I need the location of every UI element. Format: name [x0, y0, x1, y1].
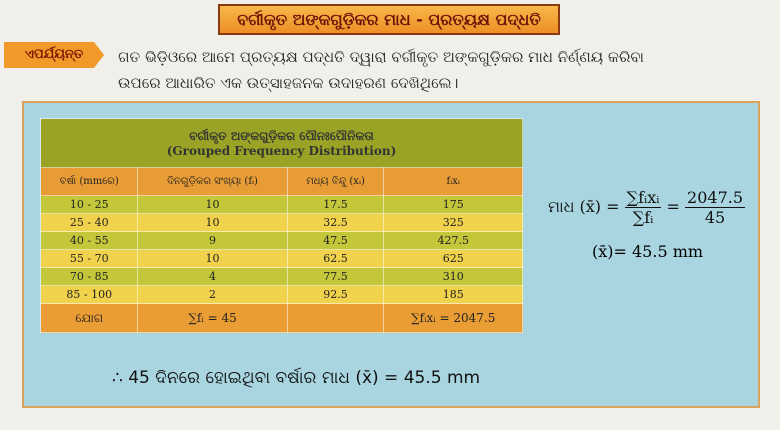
table-row: 70 - 85 4 77.5 310 — [39, 267, 523, 286]
table-cell: 40 - 55 — [39, 231, 139, 250]
table-cell: 427.5 — [383, 231, 523, 250]
table-cell: 10 — [137, 195, 288, 214]
table-row: ବର୍ଷା (mmରେ) ଦିନଗୁଡ଼ିକର ସଂଖ୍ୟା (fᵢ) ମଧ୍ୟ ବ… — [39, 167, 523, 196]
table-title-cell: ବର୍ଗୀକୃତ ଅଙ୍କଗୁଡ଼ିକର ପୌନଃପୌନିକତା (Grouped… — [40, 118, 523, 168]
fraction: 2047.5 45 — [685, 188, 746, 227]
table-cell: ଯୋଗ — [39, 303, 139, 333]
table-row: 10 - 25 10 17.5 175 — [39, 195, 523, 214]
table-row: 85 - 100 2 92.5 185 — [39, 285, 523, 304]
table-row: 55 - 70 10 62.5 625 — [39, 249, 523, 268]
table-cell: ∑fᵢ = 45 — [137, 303, 288, 333]
table-cell — [286, 303, 385, 333]
table-cell: 47.5 — [286, 231, 385, 250]
title-banner: ବର୍ଗୀକୃତ ଅଙ୍କଗୁଡ଼ିକର ମାଧ - ପ୍ରତ୍ୟକ୍ଷ ପଦ୍… — [218, 4, 560, 35]
table-cell: 310 — [383, 267, 523, 286]
table-cell: ମଧ୍ୟ ବିନ୍ଦୁ (xᵢ) — [286, 167, 385, 196]
table-cell: ବର୍ଷା (mmରେ) — [39, 167, 139, 196]
table-title: ବର୍ଗୀକୃତ ଅଙ୍କଗୁଡ଼ିକର ପୌନଃପୌନିକତା — [189, 128, 374, 143]
table-cell: 25 - 40 — [39, 213, 139, 232]
table-cell: 185 — [383, 285, 523, 304]
table-cell: 10 - 25 — [39, 195, 139, 214]
table-cell: 9 — [137, 231, 288, 250]
table-subtitle: (Grouped Frequency Distribution) — [166, 143, 397, 158]
table-cell: 70 - 85 — [39, 267, 139, 286]
formula-lhs: ମାଧ (x̄) = — [548, 197, 620, 216]
table-cell: ଦିନଗୁଡ଼ିକର ସଂଖ୍ୟା (fᵢ) — [137, 167, 288, 196]
numerator: ∑fᵢxᵢ — [624, 188, 662, 208]
table-cell: ∑fᵢxᵢ = 2047.5 — [383, 303, 523, 333]
table-cell: 625 — [383, 249, 523, 268]
table-cell: 175 — [383, 195, 523, 214]
conclusion: ∴ 45 ଦିନରେ ହୋଇଥିବା ବର୍ଷାର ମାଧ (x̄) = 45.… — [112, 368, 481, 388]
table-cell: 92.5 — [286, 285, 385, 304]
denominator: 45 — [704, 208, 726, 227]
denominator: ∑fᵢ — [632, 208, 654, 227]
table-cell: 2 — [137, 285, 288, 304]
fraction: ∑fᵢxᵢ ∑fᵢ — [624, 188, 662, 227]
table-cell: 77.5 — [286, 267, 385, 286]
mean-formula: ମାଧ (x̄) = ∑fᵢxᵢ ∑fᵢ = 2047.5 45 — [548, 188, 763, 227]
recap-tag: ଏପର୍ଯ୍ୟନ୍ତ — [4, 42, 104, 68]
equals: = — [666, 197, 680, 216]
table-cell: 10 — [137, 249, 288, 268]
table-cell: 62.5 — [286, 249, 385, 268]
table-cell: 85 - 100 — [39, 285, 139, 304]
table-cell: 55 - 70 — [39, 249, 139, 268]
table-row: 40 - 55 9 47.5 427.5 — [39, 231, 523, 250]
numerator: 2047.5 — [685, 188, 746, 208]
table-row: 25 - 40 10 32.5 325 — [39, 213, 523, 232]
recap-text: ଗତ ଭିଡ଼ିଓରେ ଆମେ ପ୍ରତ୍ୟକ୍ଷ ପଦ୍ଧତି ଦ୍ୱାରା … — [118, 48, 644, 92]
table-cell: 32.5 — [286, 213, 385, 232]
table-cell: fᵢxᵢ — [383, 167, 523, 196]
table-cell: 325 — [383, 213, 523, 232]
mean-result: (x̄)= 45.5 mm — [592, 242, 704, 261]
frequency-table: ବର୍ଗୀକୃତ ଅଙ୍କଗୁଡ଼ିକର ପୌନଃପୌନିକତା (Grouped… — [39, 118, 523, 333]
table-row: ଯୋଗ ∑fᵢ = 45 ∑fᵢxᵢ = 2047.5 — [39, 303, 523, 333]
table-cell: 4 — [137, 267, 288, 286]
table-cell: 10 — [137, 213, 288, 232]
table-cell: 17.5 — [286, 195, 385, 214]
